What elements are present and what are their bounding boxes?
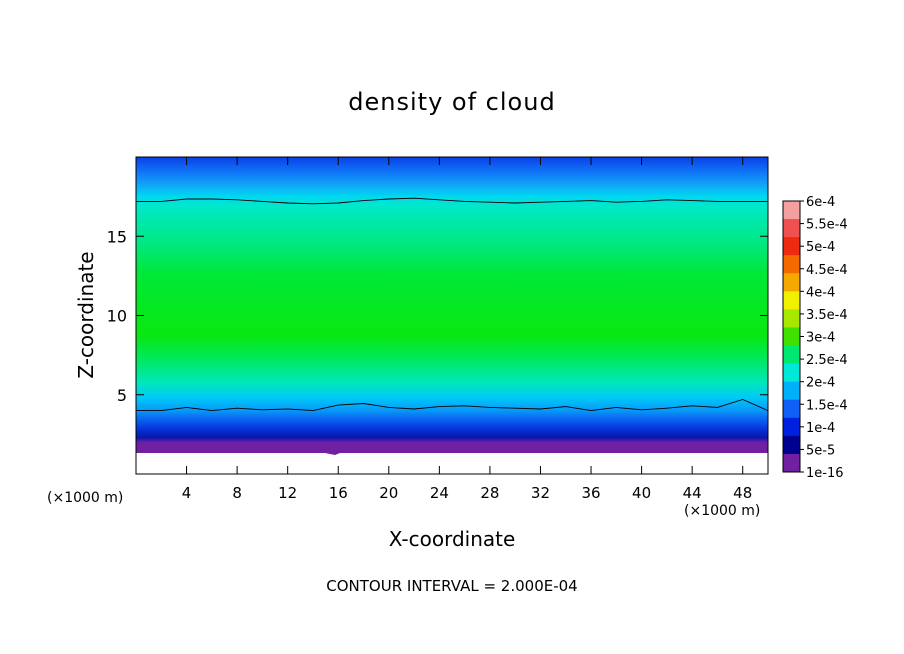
colorbar-swatch [783,237,800,256]
colorbar-label: 1.5e-4 [806,398,848,413]
colorbar-label: 3e-4 [806,331,835,346]
x-tick-label: 44 [683,484,702,502]
no-cloud-region [136,453,768,474]
colorbar-swatch [783,417,800,437]
contour-line-1 [136,197,768,205]
colorbar-swatch [783,255,800,274]
colorbar-swatch [783,435,800,455]
colorbar-swatch [783,399,800,419]
colorbar-swatch [783,273,800,292]
density-field [136,157,768,474]
contour-lines [136,197,769,412]
x-tick-label: 24 [430,484,449,502]
colorbar-label: 1e-16 [806,466,844,481]
colorbar-swatch [783,291,800,310]
x-tick-label: 16 [329,484,348,502]
cloud-base-edge [136,444,768,455]
chart-title: density of cloud [348,88,556,116]
y-tick-label: 10 [107,307,127,326]
colorbar-label: 2e-4 [806,376,835,391]
x-tick-label: 4 [182,484,192,502]
colorbar-swatch [783,345,800,364]
colorbar-label: 4.5e-4 [806,263,848,278]
x-axis-unit-left: (×1000 m) [47,490,124,506]
colorbar-swatch [783,327,800,346]
y-axis-ticks: 5 10 15 [107,227,768,405]
colorbar-label: 2.5e-4 [806,353,848,368]
colorbar-label: 1e-4 [806,421,835,436]
colorbar-swatch [783,363,800,383]
colorbar-label: 6e-4 [806,195,835,210]
y-tick-label: 5 [117,386,127,405]
colorbar-label: 5.5e-4 [806,218,848,233]
y-tick-label: 15 [107,227,127,246]
x-axis-ticks: 4 8 12 16 20 24 28 32 36 40 44 48 [182,157,752,502]
colorbar-label: 4e-4 [806,285,835,300]
colorbar-swatch [783,219,800,238]
contour-interval-note: CONTOUR INTERVAL = 2.000E-04 [326,577,578,595]
x-axis-label: X-coordinate [388,527,516,551]
x-axis-unit-right: (×1000 m) [684,503,761,519]
x-tick-label: 32 [531,484,550,502]
colorbar: 6e-4 5.5e-4 5e-4 4.5e-4 4e-4 3.5e-4 3e-4 2.5e-4… [782,195,848,481]
x-tick-label: 8 [232,484,242,502]
x-tick-label: 36 [581,484,600,502]
colorbar-swatch [783,453,800,473]
x-tick-label: 12 [278,484,297,502]
colorbar-swatch [783,201,800,220]
colorbar-label: 5e-4 [806,240,835,255]
x-tick-label: 48 [733,484,752,502]
contour-line-2 [136,399,769,412]
colorbar-swatch [783,381,800,401]
x-tick-label: 20 [379,484,398,502]
colorbar-swatch [783,309,800,328]
colorbar-label: 5e-5 [806,443,835,458]
x-tick-label: 28 [480,484,499,502]
colorbar-label: 3.5e-4 [806,308,848,323]
x-tick-label: 40 [632,484,651,502]
